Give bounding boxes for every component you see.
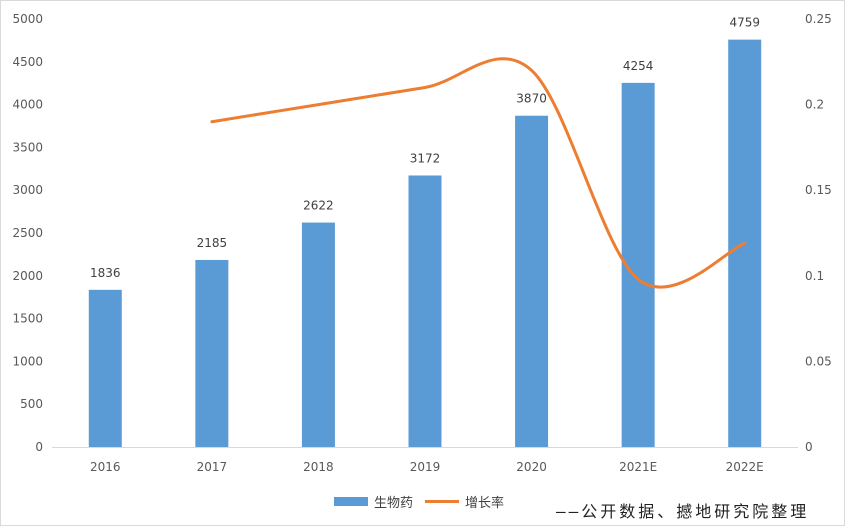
labels-layer: 1836 2185 2622 3172 3870 4254 4759 [90,16,760,280]
legend-line-label: 增长率 [465,495,505,511]
legend-bar-swatch [334,496,368,506]
legend-line-swatch [425,499,460,503]
legend-item-line: 增长率 [425,492,504,511]
bar-data-label: 2185 [197,236,228,250]
legend-bar-label: 生物药 [374,495,414,511]
bar-data-label: 1836 [90,266,121,280]
y-left-tick-label: 5000 [12,12,43,26]
y-right-tick-label: 0.25 [805,12,832,26]
bar-data-label: 2622 [303,199,334,213]
y-left-tick-label: 2500 [12,226,43,240]
bar [88,289,122,447]
y-left-tick-label: 1500 [12,312,43,326]
y-right-tick-label: 0.1 [805,269,824,283]
axes-layer: 0 500 1000 1500 2000 2500 3000 3500 4000 4500 5000… [12,12,831,474]
y-left-tick-label: 4000 [12,98,43,112]
bar-data-label: 4759 [729,16,760,30]
legend: 生物药 增长率 [334,491,516,511]
x-tick-label: 2021E [619,460,657,474]
y-right-tick-label: 0.2 [805,98,824,112]
y-left-tick-label: 4500 [12,55,43,69]
y-left-tick-label: 0 [35,440,43,454]
x-tick-label: 2018 [303,460,334,474]
y-left-tick-label: 2000 [12,269,43,283]
y-right-tick-label: 0 [805,440,813,454]
growth-rate-line [210,57,747,289]
y-right-tick-label: 0.05 [805,354,832,368]
x-tick-label: 2016 [90,460,121,474]
y-left-tick-label: 500 [20,397,43,411]
x-tick-label: 2017 [197,460,228,474]
bar-data-label: 4254 [623,59,654,73]
legend-item-bar: 生物药 [334,492,413,511]
bar [408,175,442,447]
y-left-tick-label: 3000 [12,183,43,197]
x-tick-label: 2022E [726,460,764,474]
x-tick-label: 2019 [410,460,441,474]
bar [195,259,229,447]
bar [515,115,549,447]
x-tick-label: 2020 [516,460,547,474]
bar-data-label: 3870 [516,92,547,106]
bar [301,222,335,447]
bars-layer [88,39,762,447]
source-note: ——公开数据、撼地研究院整理 [556,502,810,521]
bar-data-label: 3172 [410,151,441,165]
y-left-tick-label: 3500 [12,140,43,154]
y-left-tick-label: 1000 [12,354,43,368]
y-right-tick-label: 0.15 [805,183,832,197]
line-layer [210,57,747,289]
